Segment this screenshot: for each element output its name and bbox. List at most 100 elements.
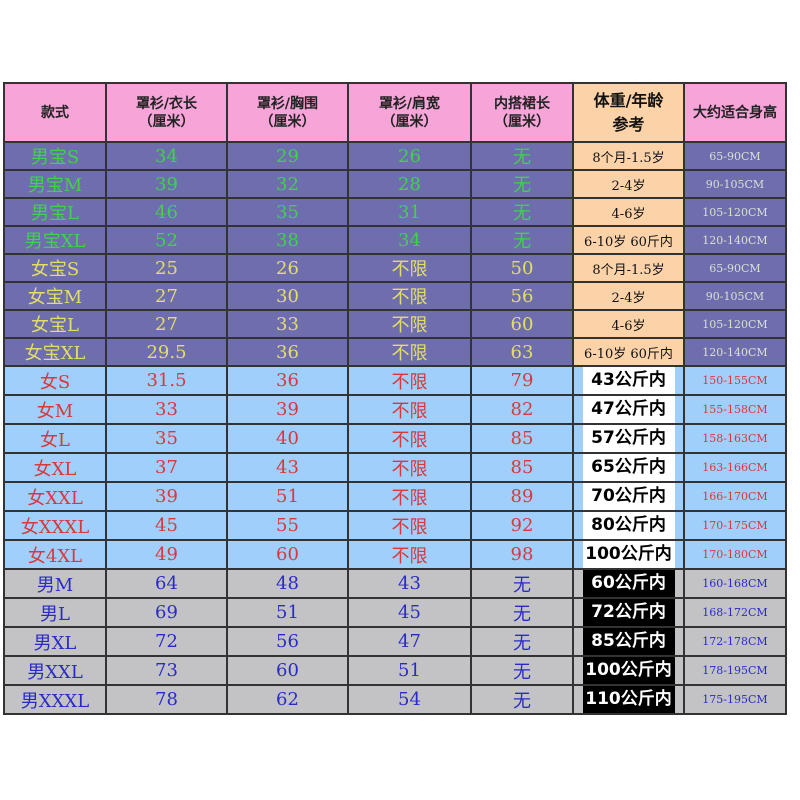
cell-weight-age: 2-4岁 xyxy=(572,169,685,199)
header-inner-skirt-length: 内搭裙长 （厘米） xyxy=(470,82,574,143)
weight-label: 57公斤内 xyxy=(582,426,675,451)
cell-height: 105-120CM xyxy=(683,197,787,227)
cell-shoulder: 不限 xyxy=(347,481,472,512)
table-row: 女M 33 39 不限 82 47公斤内 155-158CM xyxy=(3,394,787,425)
cell-inner-skirt-length: 50 xyxy=(470,253,574,283)
cell-style: 女L xyxy=(3,423,107,454)
table-row: 男宝XL 52 38 34 无 6-10岁 60斤内 120-140CM xyxy=(3,225,787,255)
cell-height: 175-195CM xyxy=(683,684,787,715)
table-row: 女宝S 25 26 不限 50 8个月-1.5岁 65-90CM xyxy=(3,253,787,283)
cell-height: 120-140CM xyxy=(683,337,787,367)
cell-shoulder: 不限 xyxy=(347,337,472,367)
cell-shoulder: 不限 xyxy=(347,539,472,570)
cell-top-length: 25 xyxy=(105,253,228,283)
cell-shoulder: 28 xyxy=(347,169,472,199)
header-weight-age: 体重/年龄 参考 xyxy=(572,82,685,143)
cell-chest: 60 xyxy=(226,539,349,570)
cell-weight-age: 85公斤内 xyxy=(572,626,685,657)
cell-height: 65-90CM xyxy=(683,253,787,283)
weight-label: 65公斤内 xyxy=(582,455,675,480)
header-row: 款式 罩衫/衣长 （厘米） 罩衫/胸围 （厘米） 罩衫/肩宽 （厘米） 内搭裙长 （厘米… xyxy=(3,82,787,143)
cell-top-length: 27 xyxy=(105,309,228,339)
cell-top-length: 33 xyxy=(105,394,228,425)
cell-weight-age: 100公斤内 xyxy=(572,655,685,686)
cell-top-length: 39 xyxy=(105,481,228,512)
cell-top-length: 78 xyxy=(105,684,228,715)
table-row: 女XXXL 45 55 不限 92 80公斤内 170-175CM xyxy=(3,510,787,541)
cell-weight-age: 70公斤内 xyxy=(572,481,685,512)
cell-style: 女宝XL xyxy=(3,337,107,367)
cell-height: 170-180CM xyxy=(683,539,787,570)
cell-style: 女4XL xyxy=(3,539,107,570)
cell-height: 170-175CM xyxy=(683,510,787,541)
cell-height: 178-195CM xyxy=(683,655,787,686)
table-row: 男M 64 48 43 无 60公斤内 160-168CM xyxy=(3,568,787,599)
cell-chest: 56 xyxy=(226,626,349,657)
cell-inner-skirt-length: 82 xyxy=(470,394,574,425)
cell-inner-skirt-length: 无 xyxy=(470,684,574,715)
header-style: 款式 xyxy=(3,82,107,143)
cell-chest: 40 xyxy=(226,423,349,454)
cell-top-length: 64 xyxy=(105,568,228,599)
cell-style: 女XXL xyxy=(3,481,107,512)
cell-style: 男宝XL xyxy=(3,225,107,255)
table-row: 女L 35 40 不限 85 57公斤内 158-163CM xyxy=(3,423,787,454)
cell-shoulder: 31 xyxy=(347,197,472,227)
weight-label: 100公斤内 xyxy=(582,542,675,567)
table-row: 女XXL 39 51 不限 89 70公斤内 166-170CM xyxy=(3,481,787,512)
cell-top-length: 39 xyxy=(105,169,228,199)
cell-top-length: 31.5 xyxy=(105,365,228,396)
cell-top-length: 29.5 xyxy=(105,337,228,367)
cell-inner-skirt-length: 79 xyxy=(470,365,574,396)
cell-style: 女宝L xyxy=(3,309,107,339)
cell-weight-age: 80公斤内 xyxy=(572,510,685,541)
cell-shoulder: 不限 xyxy=(347,394,472,425)
cell-height: 155-158CM xyxy=(683,394,787,425)
cell-weight-age: 43公斤内 xyxy=(572,365,685,396)
table-row: 女XL 37 43 不限 85 65公斤内 163-166CM xyxy=(3,452,787,483)
table-row: 女宝XL 29.5 36 不限 63 6-10岁 60斤内 120-140CM xyxy=(3,337,787,367)
cell-chest: 32 xyxy=(226,169,349,199)
cell-weight-age: 2-4岁 xyxy=(572,281,685,311)
cell-top-length: 46 xyxy=(105,197,228,227)
table-row: 女宝M 27 30 不限 56 2-4岁 90-105CM xyxy=(3,281,787,311)
cell-chest: 26 xyxy=(226,253,349,283)
cell-chest: 36 xyxy=(226,365,349,396)
cell-top-length: 27 xyxy=(105,281,228,311)
cell-style: 女XL xyxy=(3,452,107,483)
cell-inner-skirt-length: 89 xyxy=(470,481,574,512)
cell-weight-age: 65公斤内 xyxy=(572,452,685,483)
cell-shoulder: 不限 xyxy=(347,309,472,339)
cell-chest: 60 xyxy=(226,655,349,686)
cell-chest: 39 xyxy=(226,394,349,425)
cell-shoulder: 51 xyxy=(347,655,472,686)
cell-top-length: 69 xyxy=(105,597,228,628)
cell-height: 158-163CM xyxy=(683,423,787,454)
header-height: 大约适合身高 xyxy=(683,82,787,143)
cell-top-length: 72 xyxy=(105,626,228,657)
cell-chest: 35 xyxy=(226,197,349,227)
weight-label: 43公斤内 xyxy=(582,368,675,393)
cell-shoulder: 34 xyxy=(347,225,472,255)
cell-inner-skirt-length: 92 xyxy=(470,510,574,541)
cell-style: 女宝M xyxy=(3,281,107,311)
table-row: 男宝M 39 32 28 无 2-4岁 90-105CM xyxy=(3,169,787,199)
cell-inner-skirt-length: 63 xyxy=(470,337,574,367)
cell-top-length: 37 xyxy=(105,452,228,483)
table-row: 男宝S 34 29 26 无 8个月-1.5岁 65-90CM xyxy=(3,141,787,171)
cell-height: 90-105CM xyxy=(683,281,787,311)
weight-label: 47公斤内 xyxy=(582,397,675,422)
cell-inner-skirt-length: 85 xyxy=(470,452,574,483)
cell-height: 160-168CM xyxy=(683,568,787,599)
table-row: 女S 31.5 36 不限 79 43公斤内 150-155CM xyxy=(3,365,787,396)
cell-weight-age: 72公斤内 xyxy=(572,597,685,628)
table-row: 女宝L 27 33 不限 60 4-6岁 105-120CM xyxy=(3,309,787,339)
cell-weight-age: 100公斤内 xyxy=(572,539,685,570)
weight-label: 85公斤内 xyxy=(582,629,675,654)
cell-shoulder: 不限 xyxy=(347,365,472,396)
cell-style: 女宝S xyxy=(3,253,107,283)
cell-shoulder: 47 xyxy=(347,626,472,657)
cell-style: 女M xyxy=(3,394,107,425)
cell-height: 65-90CM xyxy=(683,141,787,171)
cell-chest: 30 xyxy=(226,281,349,311)
